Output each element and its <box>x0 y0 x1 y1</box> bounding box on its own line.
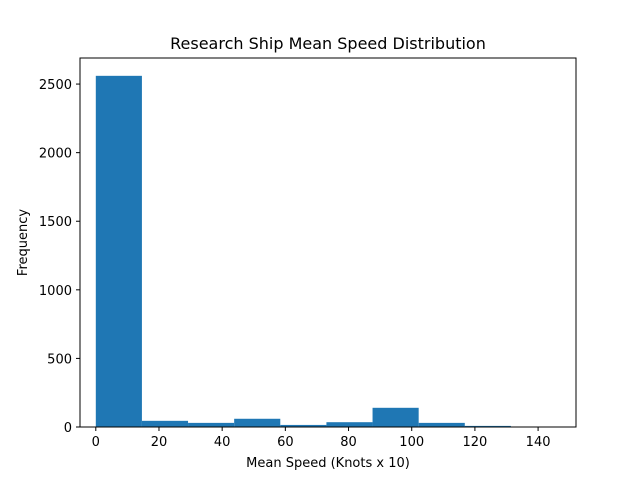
x-tick-label: 20 <box>151 435 168 450</box>
y-axis: 0 500 1000 1500 2000 2500 <box>39 78 80 436</box>
y-axis-label: Frequency <box>16 209 31 276</box>
x-tick-label: 120 <box>462 435 487 450</box>
y-tick-label: 500 <box>47 352 72 367</box>
x-tick-label: 140 <box>526 435 551 450</box>
histogram-bars <box>96 76 557 427</box>
x-tick-label: 60 <box>277 435 294 450</box>
histogram-bar <box>142 421 188 427</box>
y-tick-label: 1000 <box>39 284 72 299</box>
histogram-bar <box>419 423 465 427</box>
x-tick-label: 0 <box>92 435 100 450</box>
y-tick-label: 2500 <box>39 78 72 93</box>
histogram-bar <box>96 76 142 427</box>
histogram-bar <box>234 419 280 427</box>
histogram-bar <box>188 423 234 427</box>
chart-title: Research Ship Mean Speed Distribution <box>170 34 486 53</box>
y-tick-label: 1500 <box>39 215 72 230</box>
x-tick-label: 100 <box>399 435 424 450</box>
x-axis-label: Mean Speed (Knots x 10) <box>246 456 410 471</box>
histogram-bar <box>326 422 372 427</box>
y-tick-label: 2000 <box>39 147 72 162</box>
plot-frame <box>80 58 576 427</box>
y-tick-label: 0 <box>64 421 72 436</box>
x-axis: 0 20 40 60 80 100 120 140 <box>92 427 551 450</box>
x-tick-label: 80 <box>340 435 357 450</box>
x-tick-label: 40 <box>214 435 231 450</box>
histogram-bar <box>373 408 419 427</box>
